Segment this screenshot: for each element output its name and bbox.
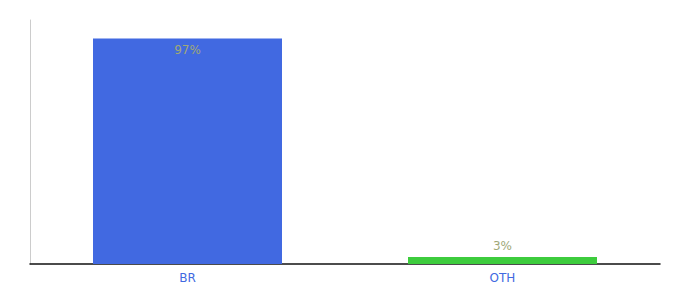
- svg-text:BR: BR: [179, 271, 196, 285]
- svg-text:OTH: OTH: [490, 271, 516, 285]
- svg-text:3%: 3%: [493, 239, 512, 253]
- svg-text:97%: 97%: [174, 43, 201, 57]
